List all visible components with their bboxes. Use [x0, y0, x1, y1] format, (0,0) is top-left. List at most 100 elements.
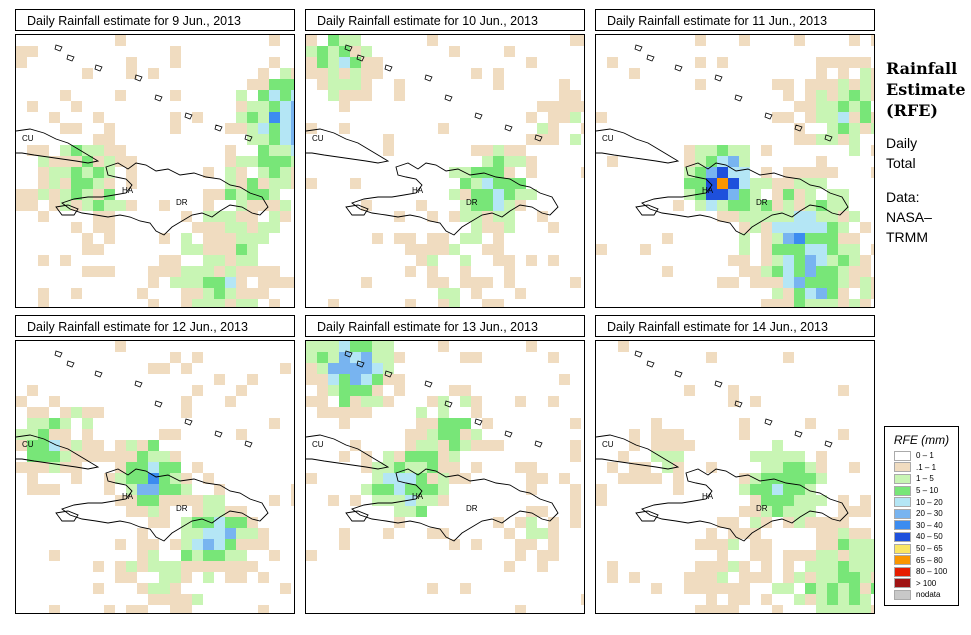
rainfall-cell [816, 156, 827, 167]
rainfall-cell [159, 200, 170, 211]
rainfall-cell [236, 506, 247, 517]
rainfall-cell [849, 145, 860, 156]
rainfall-cell [159, 255, 170, 266]
rainfall-cell [860, 90, 871, 101]
rainfall-map-canvas: CU HA DR [306, 35, 584, 307]
rainfall-cell [783, 517, 794, 528]
rainfall-cell [805, 266, 816, 277]
rainfall-cell [394, 233, 405, 244]
rainfall-cell [416, 429, 427, 440]
rainfall-cell [350, 352, 361, 363]
rainfall-cell [805, 101, 816, 112]
rainfall-cell [49, 112, 60, 123]
rainfall-cell [548, 550, 559, 561]
rainfall-cell [794, 506, 805, 517]
rainfall-cell [93, 583, 104, 594]
rainfall-cell [537, 123, 548, 134]
rainfall-cell [258, 178, 269, 189]
rainfall-cell [783, 90, 794, 101]
rainfall-cell [717, 178, 728, 189]
rainfall-cell [27, 101, 38, 112]
rainfall-cell [181, 594, 192, 605]
rainfall-cell [339, 407, 350, 418]
rainfall-cell [170, 112, 181, 123]
rainfall-cell [372, 462, 383, 473]
rainfall-cell [181, 484, 192, 495]
rainfall-cell [236, 561, 247, 572]
rainfall-cell [449, 189, 460, 200]
rainfall-cell [317, 352, 328, 363]
rainfall-cell [548, 101, 559, 112]
rainfall-cell [258, 112, 269, 123]
rainfall-cell [816, 288, 827, 299]
country-label-ha: HA [122, 186, 134, 195]
rainfall-cell [328, 385, 339, 396]
rainfall-cell [761, 178, 772, 189]
product-period: Daily Total [886, 135, 918, 171]
rainfall-cell [280, 211, 291, 222]
rainfall-cell [416, 495, 427, 506]
rainfall-cell [16, 46, 27, 57]
rainfall-cell [181, 528, 192, 539]
rainfall-cell [504, 561, 515, 572]
rainfall-cell [317, 79, 328, 90]
legend-label: 80 – 100 [916, 567, 948, 577]
rainfall-cell [750, 528, 761, 539]
rainfall-cell [236, 429, 247, 440]
rainfall-cell [482, 178, 493, 189]
legend-swatch [894, 578, 911, 589]
rainfall-cell [427, 233, 438, 244]
rainfall-cell [761, 462, 772, 473]
rainfall-cell [783, 583, 794, 594]
rainfall-cell [427, 583, 438, 594]
rainfall-cell [159, 583, 170, 594]
rainfall-cell [328, 79, 339, 90]
rainfall-cell [427, 255, 438, 266]
rainfall-cell [214, 550, 225, 561]
rainfall-cell [717, 539, 728, 550]
rainfall-map: CU HA DR [595, 34, 875, 308]
rainfall-cell [203, 233, 214, 244]
rainfall-cell [739, 189, 750, 200]
rainfall-cell [350, 90, 361, 101]
island-outline [734, 94, 743, 102]
rainfall-cell [27, 200, 38, 211]
rainfall-cell [192, 506, 203, 517]
rainfall-cell [849, 35, 860, 46]
rainfall-cell [783, 255, 794, 266]
rainfall-cell [805, 561, 816, 572]
rainfall-cell [816, 299, 827, 307]
cuba-coastline [596, 434, 680, 470]
rainfall-cell [805, 517, 816, 528]
rainfall-cell [515, 539, 526, 550]
rainfall-cell [269, 112, 280, 123]
rainfall-cell [772, 583, 783, 594]
rainfall-cell [427, 462, 438, 473]
rainfall-cell [339, 341, 350, 352]
rainfall-cell [192, 244, 203, 255]
rainfall-cell [761, 277, 772, 288]
country-label-dr: DR [466, 504, 478, 513]
rainfall-cell [493, 68, 504, 79]
rainfall-cell [236, 222, 247, 233]
rainfall-cell [27, 484, 38, 495]
rainfall-cell [383, 363, 394, 374]
rainfall-cell [805, 178, 816, 189]
rainfall-cell [148, 561, 159, 572]
rainfall-cell [761, 473, 772, 484]
rainfall-cell [449, 385, 460, 396]
rainfall-cell [816, 134, 827, 145]
rainfall-cell [269, 167, 280, 178]
rainfall-cell [269, 57, 280, 68]
rainfall-cell [827, 189, 838, 200]
rainfall-cell [104, 178, 115, 189]
rainfall-cell [126, 572, 137, 583]
rainfall-cell [662, 233, 673, 244]
rainfall-cell [783, 561, 794, 572]
rainfall-cell [684, 440, 695, 451]
rainfall-cell [827, 211, 838, 222]
rainfall-cell [181, 363, 192, 374]
rainfall-cell [49, 605, 60, 613]
rainfall-cell [27, 462, 38, 473]
rainfall-cell [783, 506, 794, 517]
